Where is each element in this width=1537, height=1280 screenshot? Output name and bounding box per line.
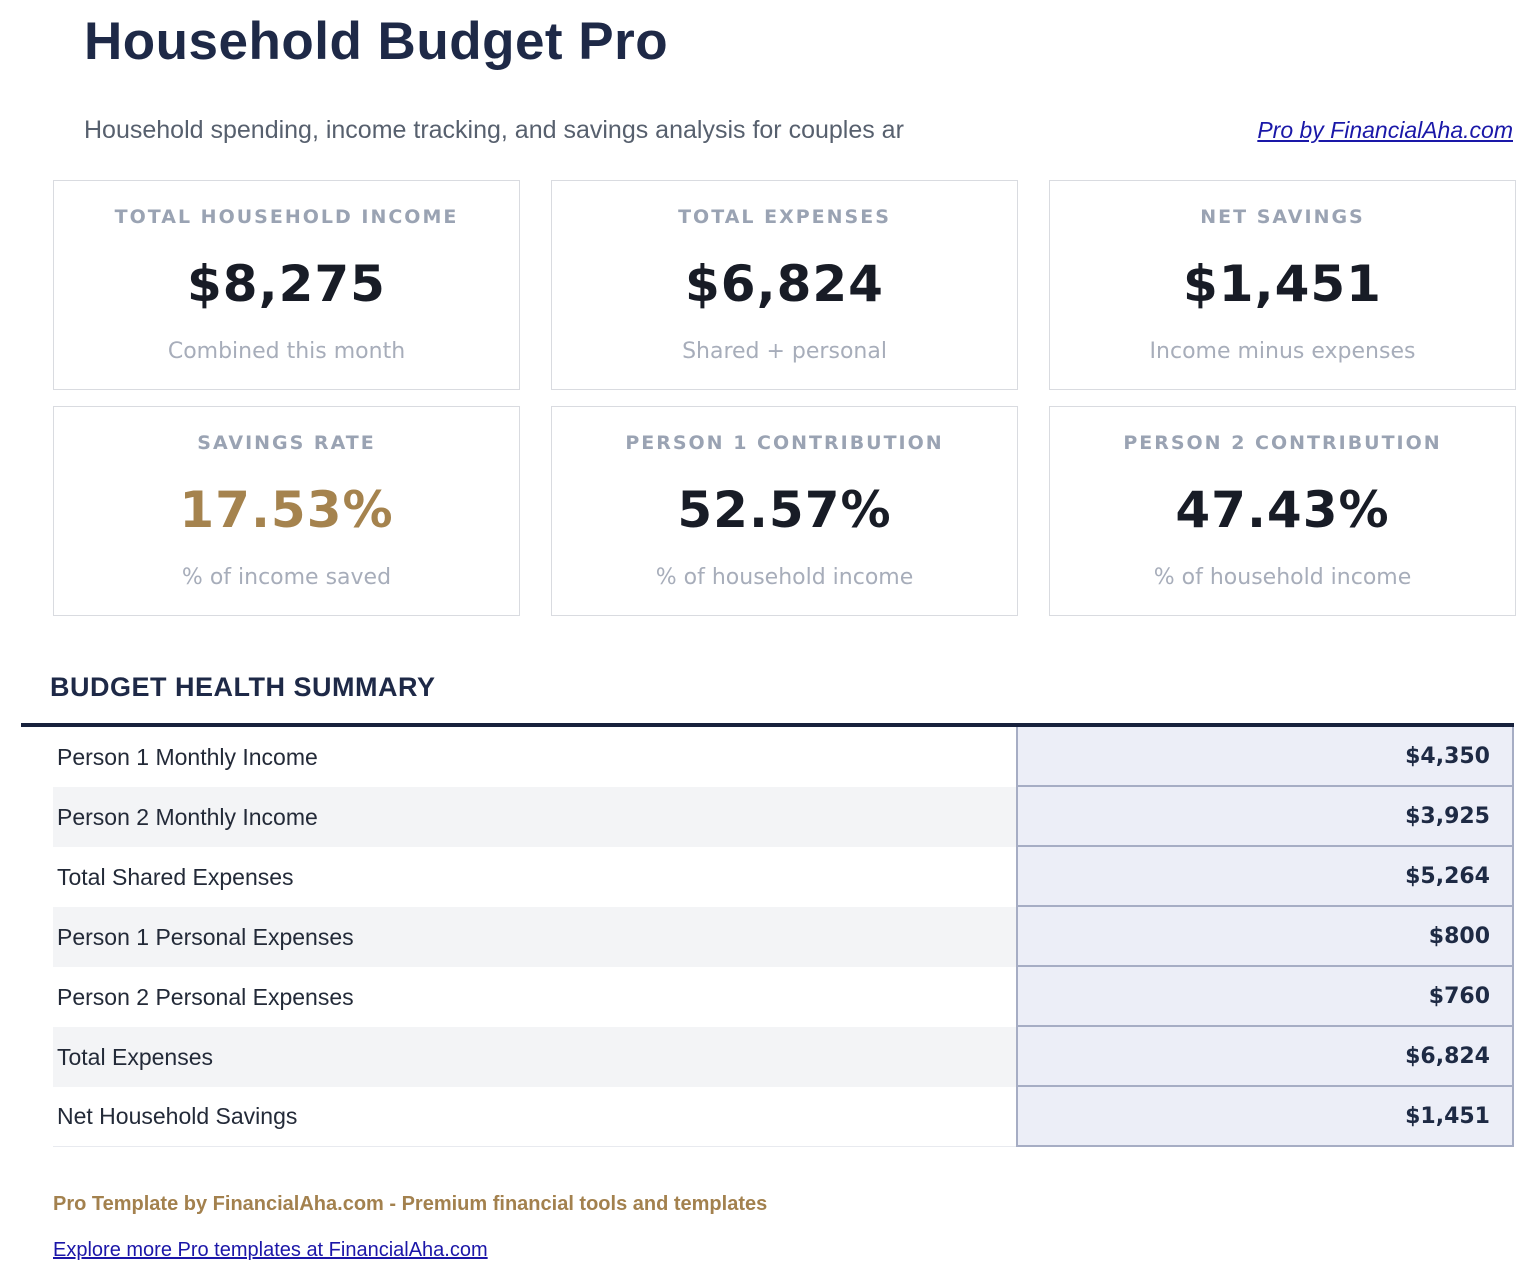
table-row: Person 2 Personal Expenses $760 <box>53 967 1514 1027</box>
pro-by-financialaha-link[interactable]: Pro by FinancialAha.com <box>1257 117 1513 144</box>
budget-health-summary-table: Person 1 Monthly Income $4,350 Person 2 Mo… <box>21 723 1514 1147</box>
kpi-card-label: SAVINGS RATE <box>197 432 376 454</box>
page-title: Household Budget Pro <box>84 12 669 71</box>
kpi-card-subtext: Income minus expenses <box>1149 339 1416 364</box>
kpi-card-subtext: Combined this month <box>167 339 406 364</box>
kpi-card-label: NET SAVINGS <box>1200 206 1365 228</box>
table-row: Person 1 Monthly Income $4,350 <box>53 727 1514 787</box>
table-row: Total Shared Expenses $5,264 <box>53 847 1514 907</box>
kpi-card: PERSON 1 CONTRIBUTION 52.57% % of househol… <box>551 406 1018 616</box>
kpi-card-subtext: % of household income <box>655 565 914 590</box>
row-value: $800 <box>1016 907 1514 967</box>
row-value: $5,264 <box>1016 847 1514 907</box>
kpi-card: TOTAL HOUSEHOLD INCOME $8,275 Combined thi… <box>53 180 520 390</box>
kpi-card-subtext: Shared + personal <box>682 339 887 364</box>
kpi-card: SAVINGS RATE 17.53% % of income saved <box>53 406 520 616</box>
table-row: Person 1 Personal Expenses $800 <box>53 907 1514 967</box>
kpi-card: TOTAL EXPENSES $6,824 Shared + personal <box>551 180 1018 390</box>
table-row: Total Expenses $6,824 <box>53 1027 1514 1087</box>
row-label: Person 1 Personal Expenses <box>57 923 354 950</box>
kpi-card-value: $6,824 <box>685 255 884 313</box>
row-label: Net Household Savings <box>53 1087 1016 1147</box>
kpi-card-value: $8,275 <box>187 255 386 313</box>
kpi-card-value: 47.43% <box>1175 481 1390 539</box>
row-label: Person 2 Personal Expenses <box>57 983 354 1010</box>
row-label: Total Shared Expenses <box>57 863 294 890</box>
explore-templates-link[interactable]: Explore more Pro templates at FinancialA… <box>53 1239 488 1261</box>
row-value: $3,925 <box>1016 787 1514 847</box>
kpi-card-subtext: % of household income <box>1153 565 1412 590</box>
row-value: $1,451 <box>1016 1087 1514 1147</box>
kpi-card-label: PERSON 2 CONTRIBUTION <box>1123 432 1442 454</box>
kpi-card: PERSON 2 CONTRIBUTION 47.43% % of househol… <box>1049 406 1516 616</box>
row-value: $6,824 <box>1016 1027 1514 1087</box>
kpi-card: NET SAVINGS $1,451 Income minus expenses <box>1049 180 1516 390</box>
section-heading-budget-health: BUDGET HEALTH SUMMARY <box>50 672 436 702</box>
table-row: Person 2 Monthly Income $3,925 <box>53 787 1514 847</box>
row-label: Person 1 Monthly Income <box>57 743 318 770</box>
row-value: $760 <box>1016 967 1514 1027</box>
kpi-card-value: $1,451 <box>1183 255 1382 313</box>
row-value: $4,350 <box>1016 727 1514 787</box>
kpi-grid: TOTAL HOUSEHOLD INCOME $8,275 Combined thi… <box>53 180 1516 616</box>
kpi-card-label: TOTAL HOUSEHOLD INCOME <box>114 206 459 228</box>
kpi-card-subtext: % of income saved <box>181 565 392 590</box>
kpi-card-value: 52.57% <box>677 481 892 539</box>
subtitle-row: Household spending, income tracking, and… <box>84 116 1513 145</box>
table-row: Net Household Savings $1,451 <box>53 1087 1514 1147</box>
row-label: Total Expenses <box>57 1043 213 1070</box>
kpi-card-label: PERSON 1 CONTRIBUTION <box>625 432 944 454</box>
footer-tagline: Pro Template by FinancialAha.com - Premi… <box>53 1193 768 1215</box>
kpi-card-label: TOTAL EXPENSES <box>678 206 891 228</box>
kpi-card-value: 17.53% <box>179 481 394 539</box>
page-subtitle: Household spending, income tracking, and… <box>84 116 904 145</box>
row-label: Person 2 Monthly Income <box>57 803 318 830</box>
